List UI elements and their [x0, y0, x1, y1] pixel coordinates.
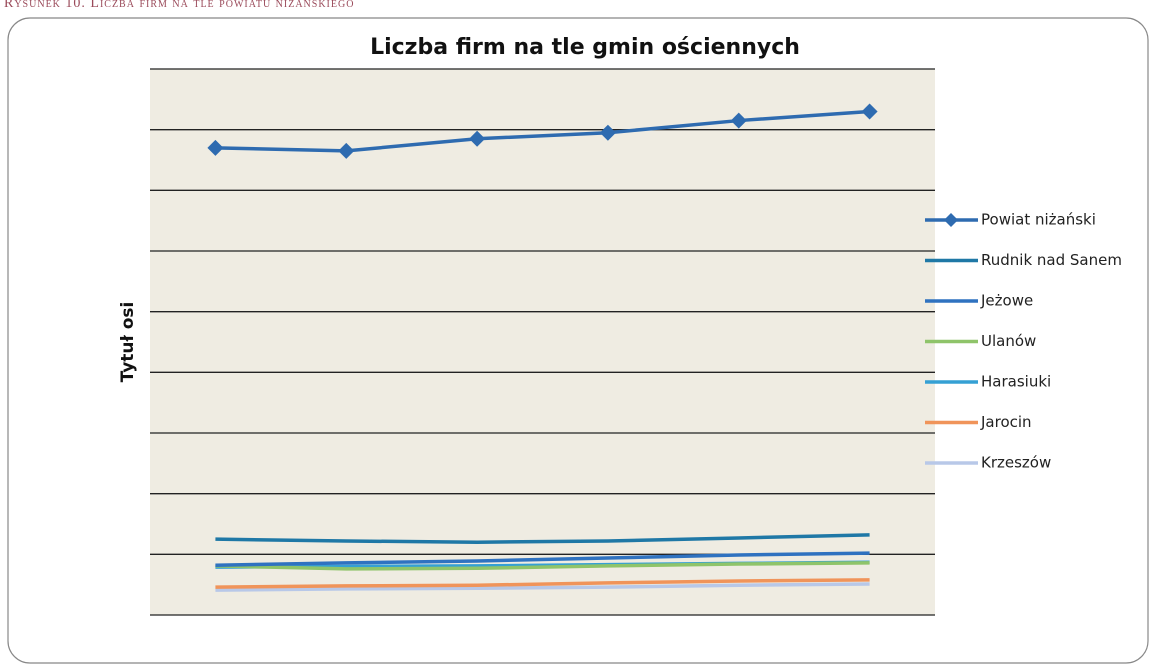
legend-label: Rudnik nad Sanem — [981, 251, 1122, 269]
plot-area — [150, 69, 935, 615]
point-marker — [599, 124, 616, 141]
legend-label: Powiat niżański — [981, 211, 1096, 229]
series-line — [215, 533, 870, 544]
point-marker — [469, 130, 486, 147]
series-line — [215, 582, 870, 592]
point-marker — [207, 139, 224, 156]
series-line — [215, 561, 870, 571]
series-line — [215, 578, 870, 589]
point-marker — [730, 112, 747, 129]
point-marker — [338, 142, 355, 159]
legend-label: Harasiuki — [981, 373, 1051, 391]
series-line — [215, 551, 870, 568]
legend-label: Jeżowe — [980, 292, 1033, 310]
legend-label: Jarocin — [980, 413, 1032, 431]
point-marker — [861, 103, 878, 120]
legend-marker — [944, 213, 958, 227]
y-axis-label: Tytuł osi — [118, 302, 138, 383]
legend-label: Krzeszów — [981, 454, 1051, 472]
series-line — [215, 109, 870, 153]
chart-frame — [7, 17, 1149, 664]
chart-title: Liczba firm na tle gmin ościennych — [370, 35, 800, 60]
legend-label: Ulanów — [981, 332, 1036, 350]
caption: Rysunek 10. Liczba firm na tle powiatu n… — [4, 0, 354, 11]
